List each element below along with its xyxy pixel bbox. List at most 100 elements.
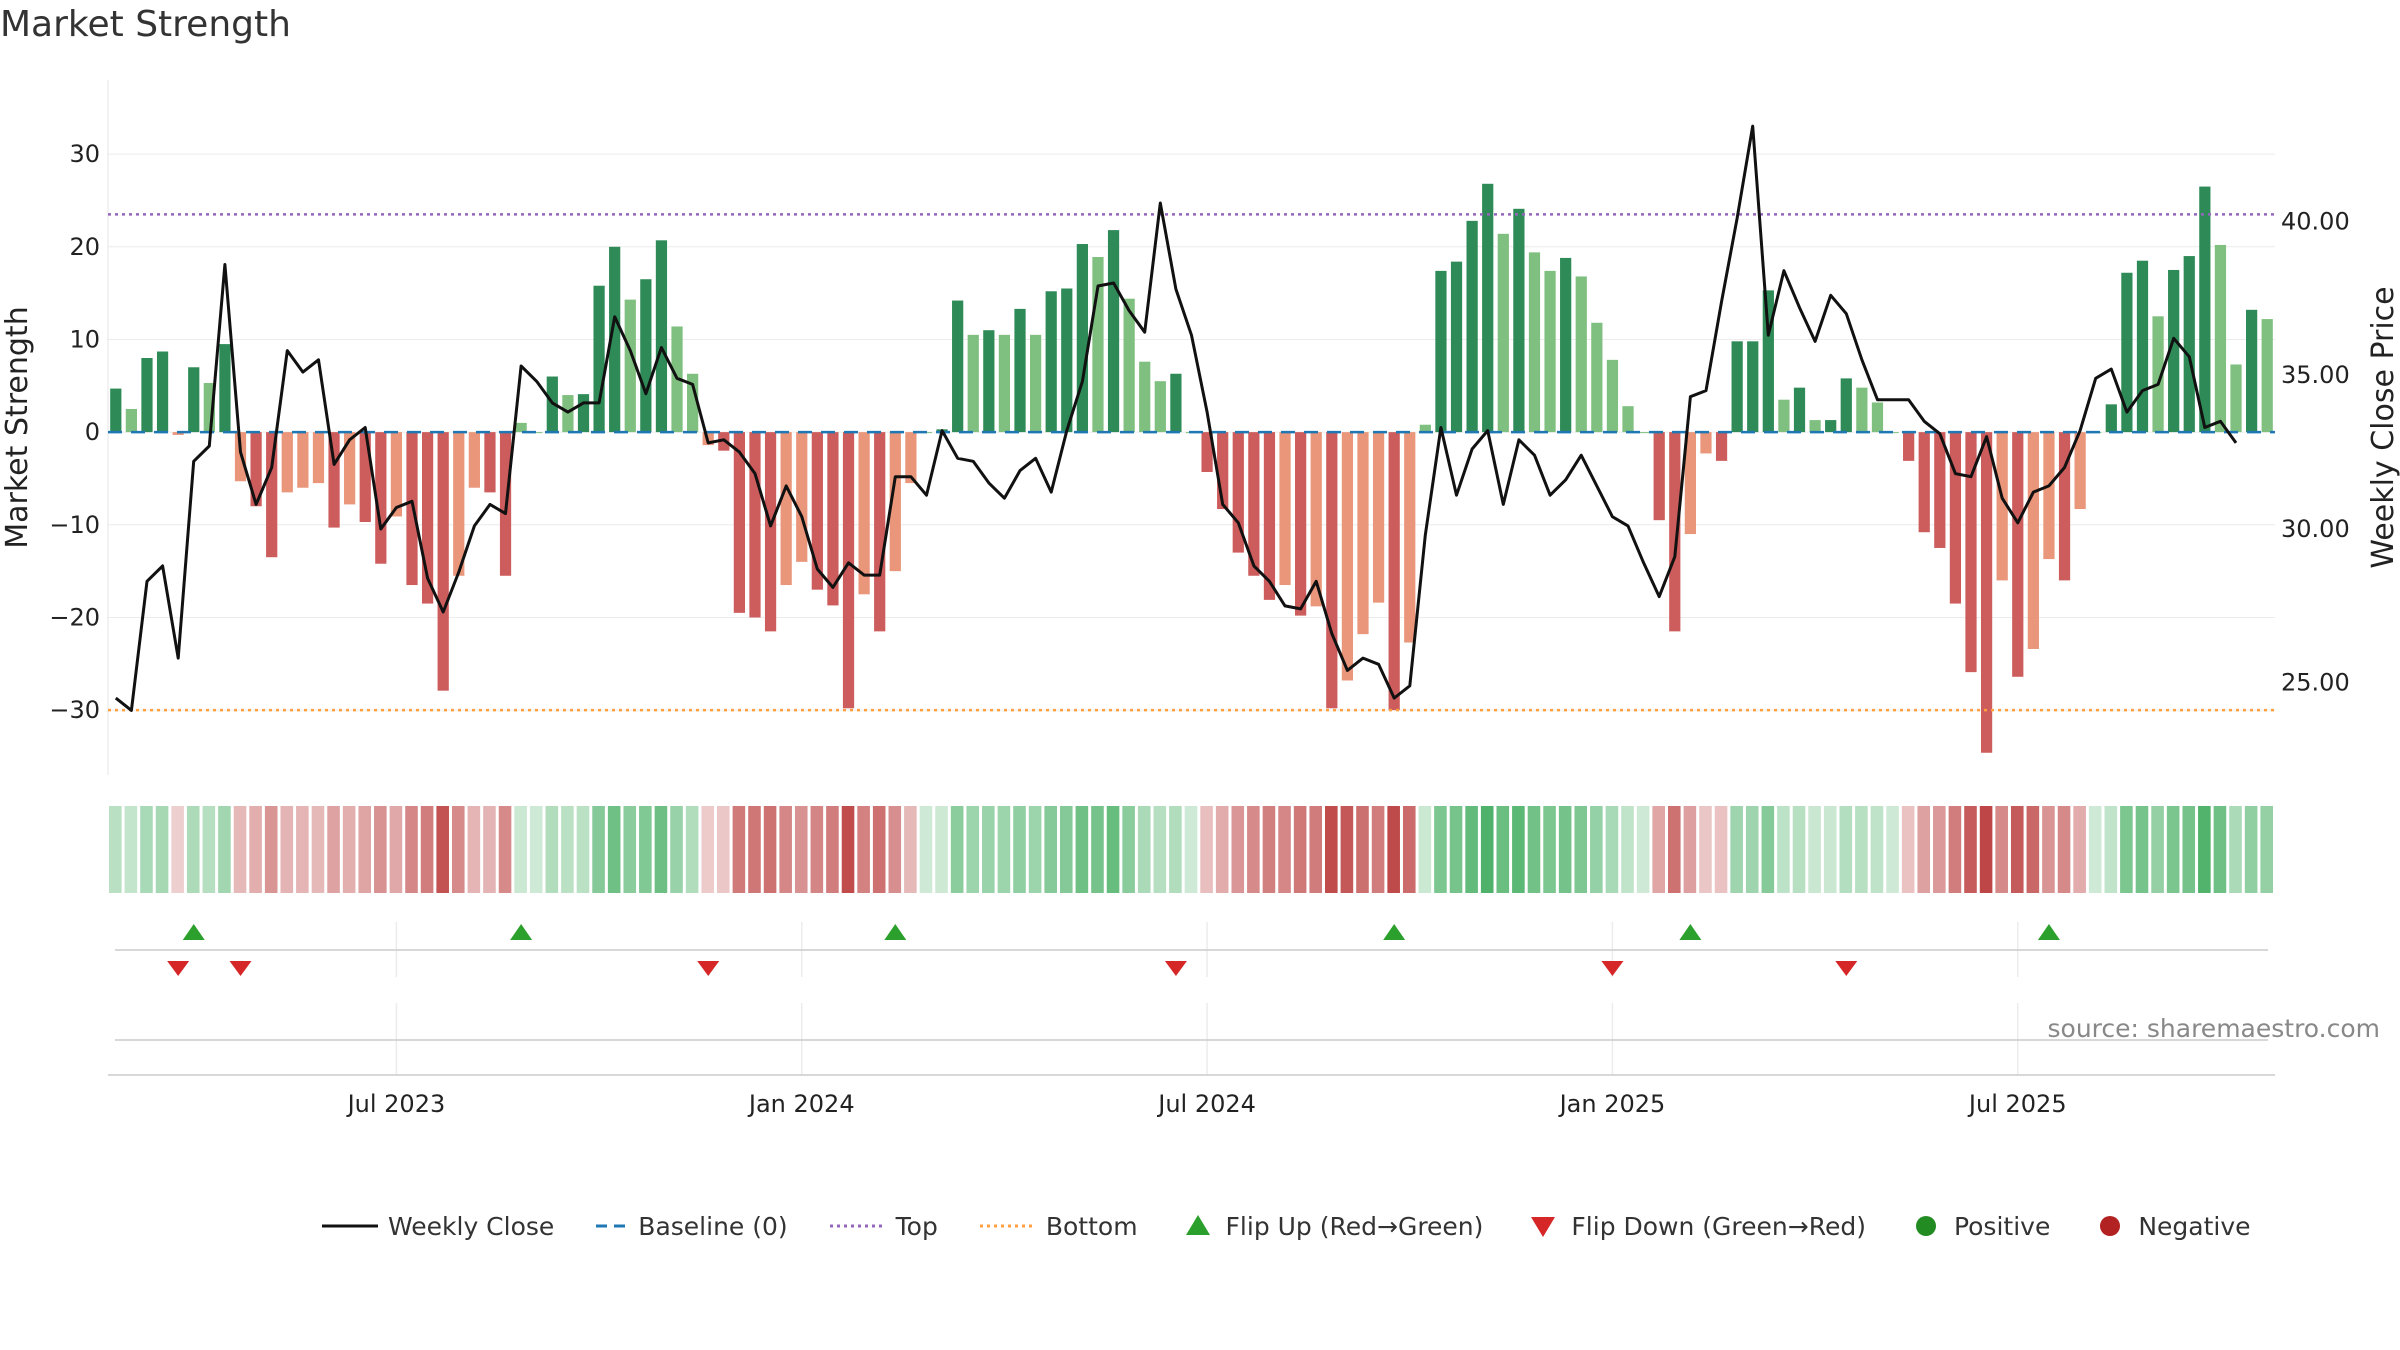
strength-bar — [2152, 316, 2164, 433]
flip-down-marker — [1835, 961, 1858, 976]
legend-symbol-triangle-down-icon — [1531, 1217, 1556, 1237]
strength-bar — [1903, 432, 1915, 461]
strength-heat-cell — [1091, 806, 1104, 893]
strength-heat-cell — [2088, 806, 2102, 893]
strength-heat-cell — [529, 806, 543, 893]
y2-tick-label: 40.00 — [2281, 207, 2350, 235]
strength-heat-cell — [218, 806, 231, 893]
strength-bar — [1591, 322, 1603, 433]
strength-heat-cell — [1699, 806, 1712, 893]
strength-bar — [1793, 387, 1806, 433]
legend-label: Top — [895, 1211, 938, 1241]
strength-bar — [1996, 432, 2008, 581]
strength-heat-cell — [1667, 806, 1681, 893]
strength-heat-cell — [639, 806, 652, 893]
strength-heat-cell — [748, 806, 761, 893]
strength-heat-cell — [2010, 806, 2024, 893]
y-tick-label: −10 — [49, 511, 100, 539]
strength-heat-cell — [358, 806, 372, 893]
strength-heat-cell — [1013, 806, 1026, 893]
legend-label: Positive — [1953, 1211, 2051, 1241]
strength-heat-cell — [1434, 806, 1447, 893]
x-tick-label: Jul 2025 — [1967, 1090, 2067, 1118]
strength-heat-cell — [1761, 806, 1775, 893]
strength-bar — [1606, 359, 1619, 433]
strength-heat-cell — [982, 806, 995, 893]
strength-bar — [1029, 334, 1042, 433]
strength-bar — [1123, 298, 1135, 433]
strength-bar — [359, 432, 371, 523]
strength-heat-cell — [467, 806, 481, 893]
y2-axis-title: Weekly Close Price — [2366, 286, 2400, 568]
strength-heat-cell — [592, 806, 605, 893]
strength-bar — [874, 432, 886, 632]
chart-title: Market Strength — [0, 4, 291, 45]
strength-heat-cell — [623, 806, 637, 893]
strength-heat-cell — [826, 806, 839, 893]
strength-heat-cell — [1231, 806, 1245, 893]
strength-bar — [1918, 432, 1930, 533]
strength-heat-cell — [1605, 806, 1619, 893]
strength-heat-cell — [1995, 806, 2008, 893]
strength-heat-cell — [888, 806, 902, 893]
strength-heat-cell — [2151, 806, 2164, 893]
strength-heat-cell — [1777, 806, 1790, 893]
strength-heat-cell — [1808, 806, 1821, 893]
strength-bar — [1980, 432, 1993, 753]
strength-heat-cell — [405, 806, 418, 893]
strength-heat-cell — [2120, 806, 2133, 893]
strength-heat-cell — [1964, 806, 1977, 893]
strength-heat-cell — [327, 806, 340, 893]
legend-symbol-dash — [596, 1224, 629, 1228]
strength-bar — [1372, 432, 1385, 603]
strength-heat-cell — [1512, 806, 1525, 893]
legend-label: Weekly Close — [388, 1211, 555, 1241]
strength-bar — [172, 432, 184, 435]
strength-heat-cell — [997, 806, 1011, 893]
strength-bar — [1263, 432, 1276, 600]
strength-bar — [141, 358, 153, 433]
x-tick-label: Jan 2024 — [747, 1090, 855, 1118]
strength-heat-cell — [810, 806, 824, 893]
strength-bar — [2105, 404, 2117, 433]
strength-bar — [2027, 432, 2039, 649]
strength-bar — [998, 334, 1011, 433]
strength-bar — [952, 300, 964, 433]
strength-bar — [1513, 208, 1525, 433]
strength-bar — [577, 394, 590, 433]
strength-heat-cell — [1558, 806, 1572, 893]
strength-bar — [1076, 244, 1088, 433]
flip-down-marker — [229, 961, 252, 976]
strength-bar — [1934, 432, 1946, 548]
y2-tick-label: 25.00 — [2281, 669, 2350, 697]
strength-bar — [250, 432, 262, 507]
strength-heat-cell — [919, 806, 933, 893]
strength-heat-cell — [1106, 806, 1120, 893]
strength-bar — [2168, 269, 2180, 433]
strength-heat-cell — [607, 806, 621, 893]
flip-down-marker — [1164, 961, 1187, 976]
strength-heat-cell — [561, 806, 574, 893]
strength-heat-cell — [1496, 806, 1510, 893]
strength-heat-cell — [1886, 806, 1899, 893]
strength-bar — [1949, 432, 1962, 604]
strength-heat-cell — [1933, 806, 1946, 893]
strength-bar — [842, 432, 855, 709]
strength-heat-cell — [1309, 806, 1323, 893]
strength-bar — [1357, 432, 1369, 635]
strength-bar — [1170, 373, 1182, 433]
strength-heat-cell — [1340, 806, 1354, 893]
strength-bar — [1544, 270, 1556, 433]
legend-symbol-line — [322, 1224, 378, 1228]
strength-bar — [188, 367, 200, 433]
strength-bar — [1310, 432, 1322, 607]
strength-heat-cell — [1730, 806, 1743, 893]
strength-bar — [1279, 432, 1291, 586]
strength-heat-cell — [1901, 806, 1915, 893]
strength-bar — [1497, 233, 1509, 433]
strength-bar — [1341, 432, 1354, 681]
strength-bar — [110, 388, 122, 433]
strength-bar — [1715, 432, 1728, 461]
strength-heat-cell — [904, 806, 917, 893]
